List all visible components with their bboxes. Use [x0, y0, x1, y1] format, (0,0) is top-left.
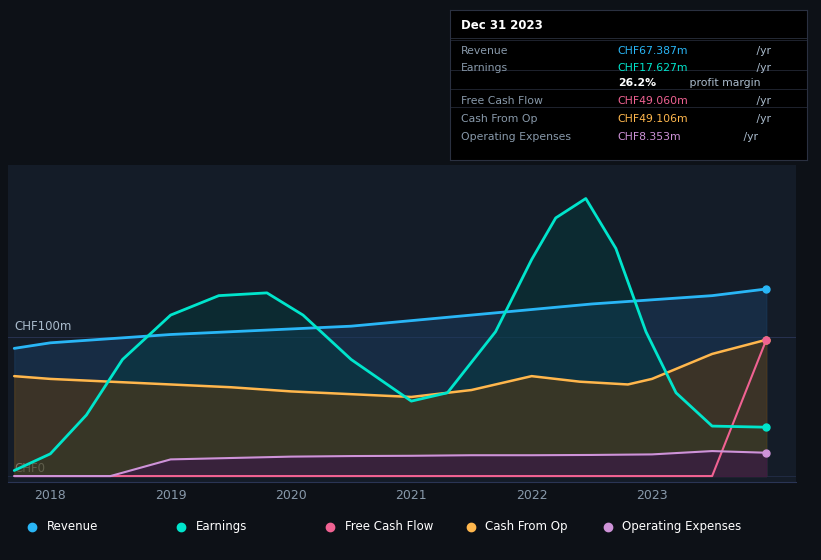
Text: /yr: /yr: [740, 132, 758, 142]
Text: Revenue: Revenue: [47, 520, 99, 533]
Text: Cash From Op: Cash From Op: [461, 114, 537, 124]
Text: Free Cash Flow: Free Cash Flow: [345, 520, 433, 533]
Text: CHF67.387m: CHF67.387m: [617, 45, 688, 55]
Text: /yr: /yr: [754, 114, 772, 124]
Text: Operating Expenses: Operating Expenses: [622, 520, 741, 533]
Text: CHF49.060m: CHF49.060m: [617, 96, 689, 106]
Text: Earnings: Earnings: [461, 63, 507, 73]
Text: Dec 31 2023: Dec 31 2023: [461, 18, 543, 31]
Text: CHF0: CHF0: [14, 461, 45, 475]
Text: /yr: /yr: [754, 45, 772, 55]
Text: /yr: /yr: [754, 63, 772, 73]
Text: 26.2%: 26.2%: [617, 78, 656, 88]
Text: CHF17.627m: CHF17.627m: [617, 63, 688, 73]
Text: profit margin: profit margin: [686, 78, 760, 88]
Text: CHF8.353m: CHF8.353m: [617, 132, 681, 142]
Text: Free Cash Flow: Free Cash Flow: [461, 96, 543, 106]
Text: CHF100m: CHF100m: [14, 320, 71, 333]
Text: Operating Expenses: Operating Expenses: [461, 132, 571, 142]
Text: Cash From Op: Cash From Op: [485, 520, 568, 533]
Text: CHF49.106m: CHF49.106m: [617, 114, 688, 124]
Text: Revenue: Revenue: [461, 45, 508, 55]
Text: /yr: /yr: [754, 96, 772, 106]
Text: Earnings: Earnings: [195, 520, 247, 533]
